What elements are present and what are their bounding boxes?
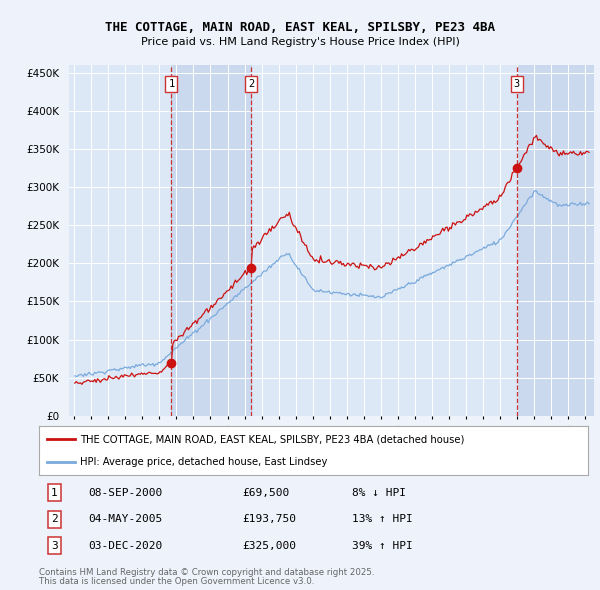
Bar: [172, 65, 251, 416]
Text: £69,500: £69,500: [242, 488, 289, 498]
Text: 2: 2: [248, 79, 254, 89]
Text: 39% ↑ HPI: 39% ↑ HPI: [352, 540, 413, 550]
Text: £193,750: £193,750: [242, 514, 296, 524]
Text: 03-DEC-2020: 03-DEC-2020: [88, 540, 163, 550]
Text: 13% ↑ HPI: 13% ↑ HPI: [352, 514, 413, 524]
Text: 08-SEP-2000: 08-SEP-2000: [88, 488, 163, 498]
Text: THE COTTAGE, MAIN ROAD, EAST KEAL, SPILSBY, PE23 4BA (detached house): THE COTTAGE, MAIN ROAD, EAST KEAL, SPILS…: [80, 434, 464, 444]
Bar: [517, 65, 594, 416]
Text: HPI: Average price, detached house, East Lindsey: HPI: Average price, detached house, East…: [80, 457, 328, 467]
Text: 8% ↓ HPI: 8% ↓ HPI: [352, 488, 406, 498]
Text: Price paid vs. HM Land Registry's House Price Index (HPI): Price paid vs. HM Land Registry's House …: [140, 37, 460, 47]
Text: THE COTTAGE, MAIN ROAD, EAST KEAL, SPILSBY, PE23 4BA: THE COTTAGE, MAIN ROAD, EAST KEAL, SPILS…: [105, 21, 495, 34]
Text: 3: 3: [51, 540, 58, 550]
Text: This data is licensed under the Open Government Licence v3.0.: This data is licensed under the Open Gov…: [39, 577, 314, 586]
Text: £325,000: £325,000: [242, 540, 296, 550]
Text: 2: 2: [51, 514, 58, 524]
Text: 04-MAY-2005: 04-MAY-2005: [88, 514, 163, 524]
Text: Contains HM Land Registry data © Crown copyright and database right 2025.: Contains HM Land Registry data © Crown c…: [39, 568, 374, 576]
Text: 3: 3: [514, 79, 520, 89]
Text: 1: 1: [168, 79, 175, 89]
Text: 1: 1: [51, 488, 58, 498]
